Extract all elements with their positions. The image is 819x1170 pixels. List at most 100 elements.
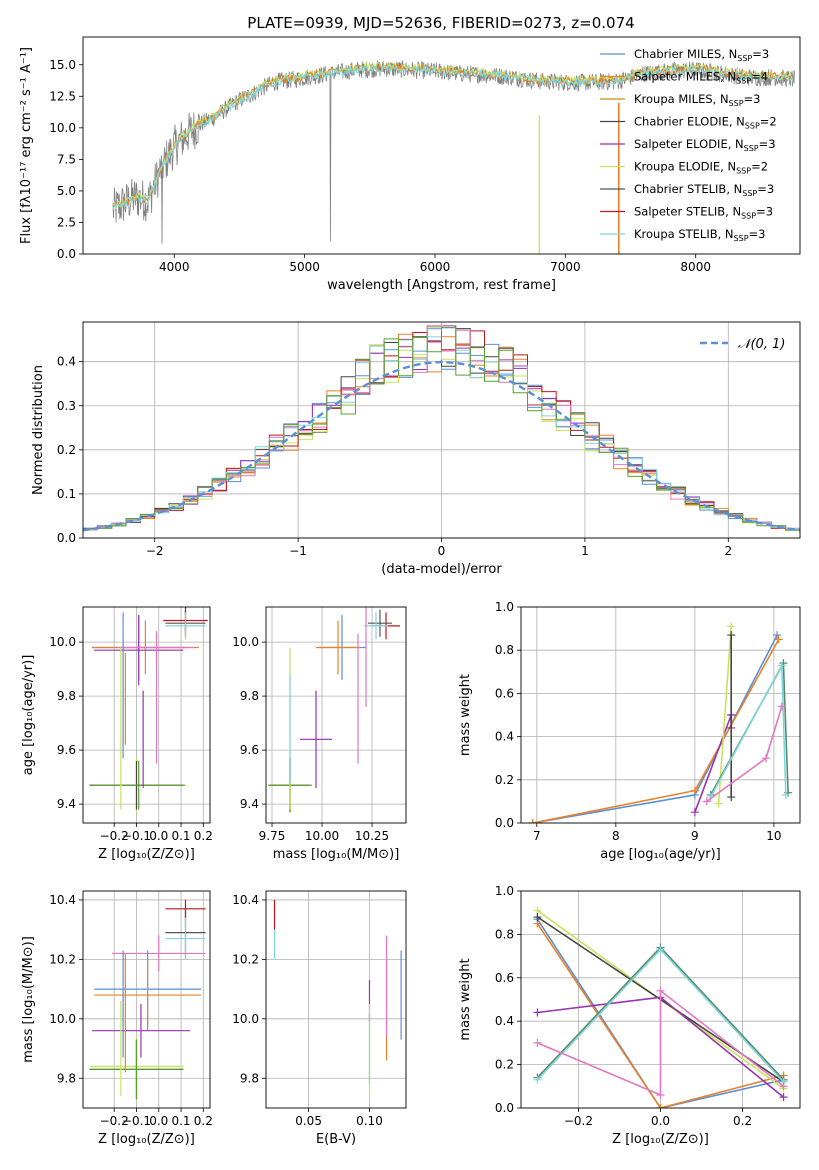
x-axis-label: mass [log₁₀(M/M⊙)] [273,847,400,862]
y-tick-label: 0.0 [57,531,76,545]
x-tick-label: 0.1 [171,829,190,843]
y-tick-label: 9.6 [240,743,259,757]
x-tick-label: 0.10 [356,1114,383,1128]
legend-label: Kroupa ELODIE, NSSP=2 [634,160,768,176]
y-tick-label: 10.0 [232,635,259,649]
x-tick-label: −0.2 [564,1114,593,1128]
legend-label: Salpeter ELODIE, NSSP=3 [634,137,776,153]
data-point-marker [656,1104,665,1108]
series-line [536,918,784,1108]
y-axis-label: Normed distribution [31,365,46,495]
x-tick-label: 9 [691,829,699,843]
x-tick-label: 8 [612,829,620,843]
legend-label: Salpeter MILES, NSSP=4 [634,70,768,86]
x-tick-label: 7 [533,829,541,843]
x-tick-label: 9.75 [259,829,286,843]
plot-area-age-vs-Z [89,607,208,813]
panel-spectrum: 4000 5000 6000 7000 8000 0.0 2.5 5.0 7.5 10.0 12.5… [19,36,801,293]
legend-subscript: SSP [737,54,752,63]
legend-subscript: SSP [745,122,760,131]
data-point-marker [533,1038,542,1047]
legend-value: =4 [751,70,768,84]
plot-area-weight-vs-Z [533,906,788,1108]
y-tick-label: 0.2 [495,1058,514,1072]
panel-mass-vs-Z: −0.2−0.10.0 0.1 0.2 9.8 10.0 10.2 10.4 Z [log₁₀… [21,890,213,1147]
plot-area-spectrum [112,60,795,254]
y-tick-label: 10.4 [49,893,76,907]
axes-frame [265,890,407,1109]
y-tick-label: 2.5 [57,215,76,229]
data-point-marker [702,797,711,806]
legend-subscript: SSP [744,144,759,153]
data-point-marker [773,631,782,640]
x-tick-label: 0.2 [194,1114,213,1128]
plot-area-mass-vs-ebv [273,899,402,1094]
y-tick-label: 0.2 [495,773,514,787]
legend-subscript: SSP [736,77,751,86]
data-point-marker [533,1008,542,1017]
data-point-marker [779,1082,788,1091]
data-point-marker [656,986,665,995]
legend-label: Chabrier MILES, NSSP=3 [634,47,769,63]
data-point-marker [779,1093,788,1102]
series-line [537,989,785,1097]
x-tick-label: −0.1 [122,829,151,843]
legend-subscript: SSP [734,234,749,243]
x-tick-label: 0.2 [194,829,213,843]
x-tick-label: −1 [289,544,307,558]
legend-value: =3 [757,182,774,196]
legend-subscript: SSP [729,99,744,108]
x-axis-label: wavelength [Angstrom, rest frame] [327,278,556,293]
y-axis-label: age [log₁₀(age/yr)] [21,655,36,776]
data-point-marker [774,635,783,644]
legend-label: 𝒩(0, 1) [738,337,785,352]
legend-label: Chabrier ELODIE, NSSP=2 [634,115,777,131]
x-axis-label: age [log₁₀(age/yr)] [600,847,721,862]
y-tick-label: 7.5 [57,152,76,166]
y-tick-label: 0.8 [495,643,514,657]
x-tick-label: 10 [766,829,781,843]
axes-frame [265,606,407,824]
y-tick-label: 0.0 [495,816,514,830]
data-point-marker [762,754,771,763]
y-axis-label: mass weight [458,674,473,756]
y-tick-label: 0.4 [57,355,76,369]
plot-area-age-vs-mass [268,607,400,813]
y-tick-label: 10.0 [49,121,76,135]
x-tick-label: 4000 [159,260,190,274]
data-point-marker [656,1090,665,1099]
x-tick-label: 0.2 [733,1114,752,1128]
x-tick-label: 8000 [680,260,711,274]
y-axis-label: Flux [fλ10⁻¹⁷ erg cm⁻² s⁻¹ A⁻¹] [19,47,34,244]
axes-frame [82,36,801,255]
x-tick-label: 1 [581,544,589,558]
x-tick-label: 2 [724,544,732,558]
y-tick-label: 9.8 [57,1071,76,1085]
legend-subscript: SSP [741,212,756,221]
series-line [694,714,732,813]
data-point-marker [714,799,723,808]
y-tick-label: 10.2 [49,952,76,966]
axes-frame [520,890,801,1109]
y-axis-label: mass [log₁₀(M/M⊙)] [21,936,36,1063]
y-tick-label: 0.2 [57,443,76,457]
legend-value: =3 [759,137,776,151]
legend-label: Chabrier STELIB, NSSP=3 [634,182,774,198]
y-tick-label: 0.3 [57,399,76,413]
x-tick-label: 10.25 [355,829,389,843]
figure-title: PLATE=0939, MJD=52636, FIBERID=0273, z=0… [247,14,634,32]
data-point-marker [727,631,736,640]
legend-value: =3 [752,47,769,61]
legend-subscript: SSP [736,167,751,176]
panel-age-vs-mass: 9.75 10.00 10.25 9.4 9.6 9.8 10.0 mass [log₁₀(M… [232,606,407,862]
data-point-marker [781,790,790,799]
panel-residuals: −2 −1 0 1 2 0.0 0.1 0.2 0.3 0.4 (data-model)/error… [31,321,801,577]
panel-weight-vs-Z: −0.2 0.0 0.2 0.0 0.2 0.4 0.6 0.8 1.0 Z [log₁₀(Z/Z… [458,884,801,1147]
histogram-series [83,327,800,531]
y-tick-label: 9.4 [57,797,76,811]
y-tick-label: 0.6 [495,686,514,700]
gaussian-reference-line [83,360,800,532]
y-tick-label: 9.8 [240,689,259,703]
x-tick-label: −2 [146,544,164,558]
y-tick-label: 10.2 [232,952,259,966]
